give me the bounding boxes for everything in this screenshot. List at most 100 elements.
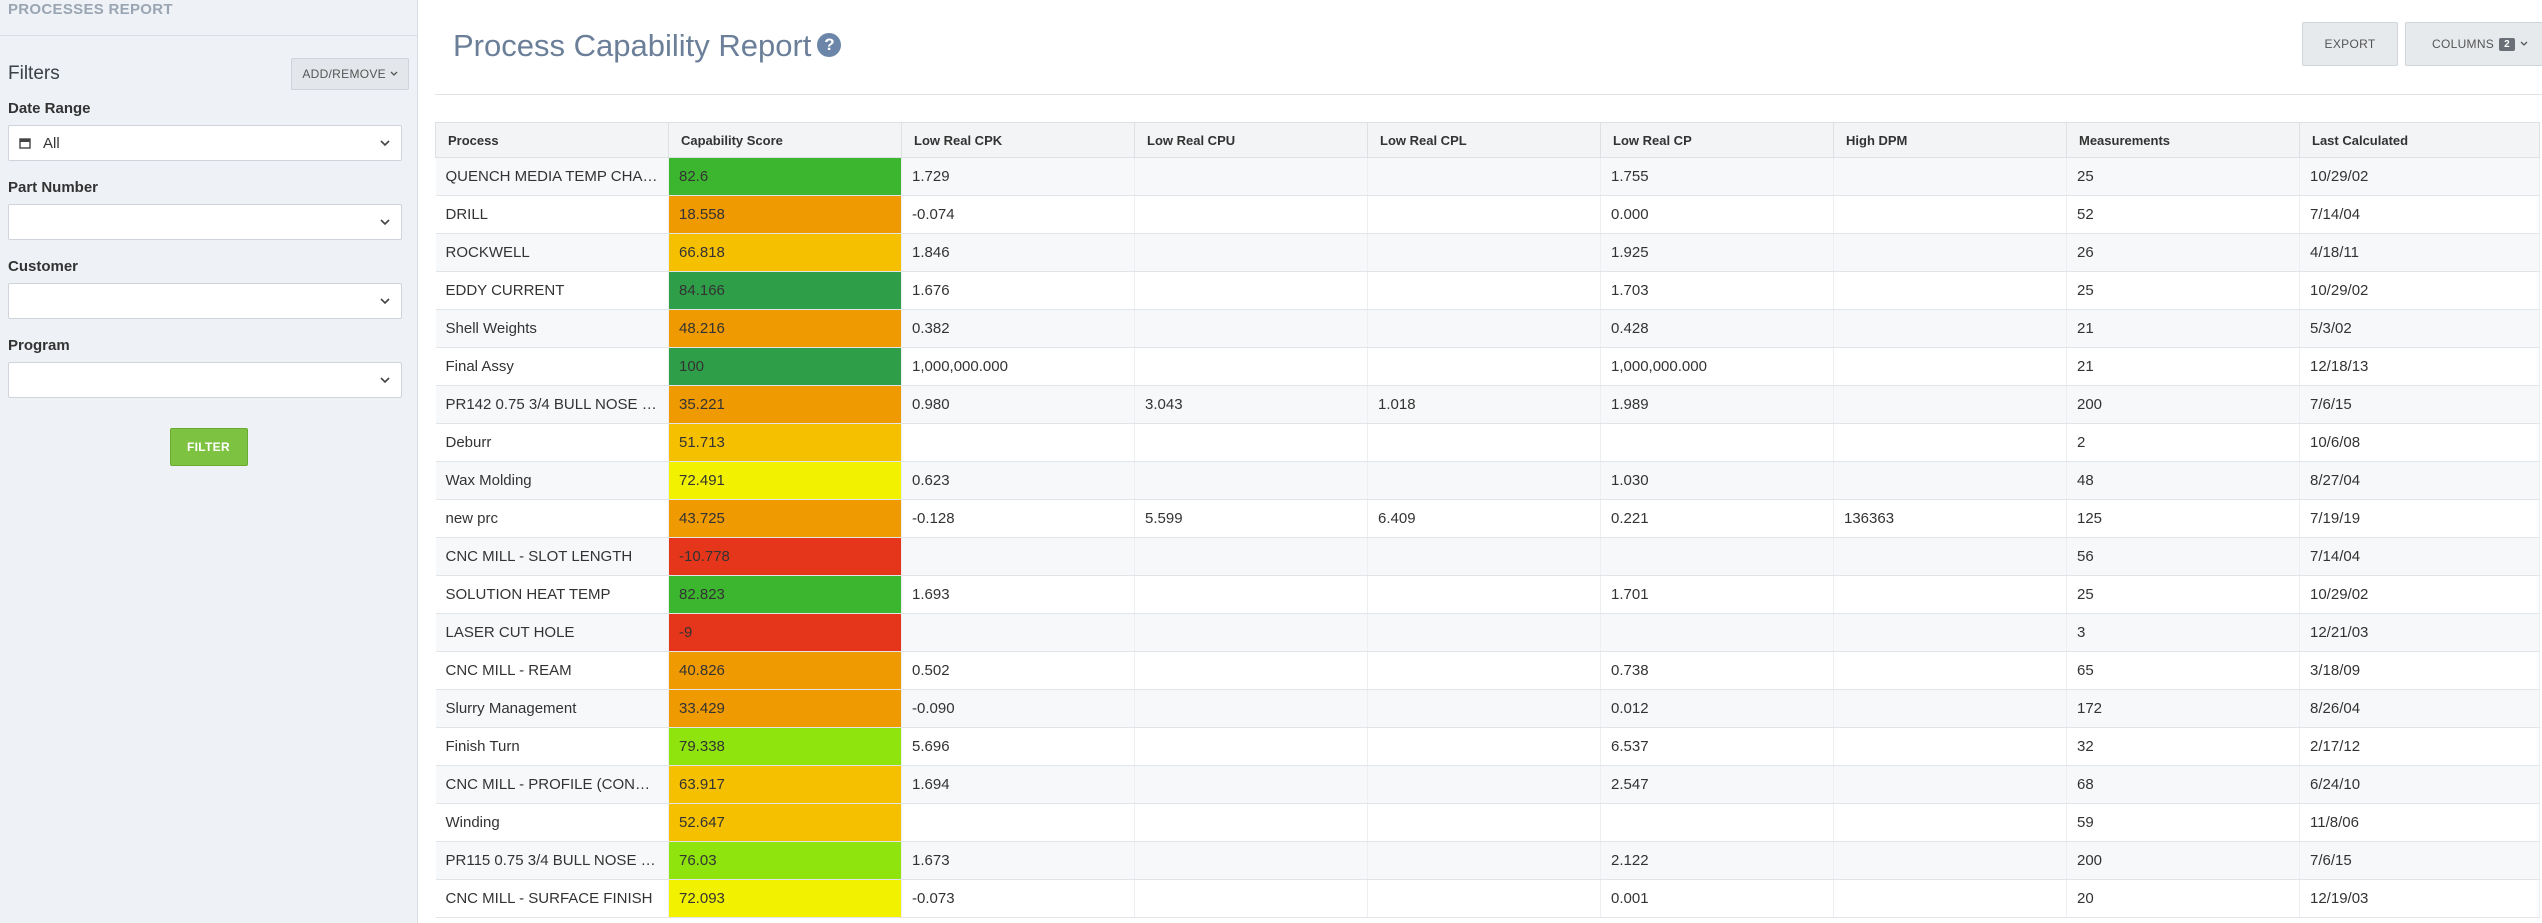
customer-select[interactable]	[8, 283, 402, 319]
process-cell: ROCKWELL	[435, 233, 669, 272]
low-real-cpk-cell: 1.694	[901, 765, 1135, 804]
low-real-cpl-cell	[1367, 651, 1601, 690]
capability-score-cell: 66.818	[668, 233, 902, 272]
program-select[interactable]	[8, 362, 402, 398]
table-row[interactable]: CNC MILL - SLOT LENGTH -10.778 56 7/14/04	[435, 537, 2540, 576]
last-calculated-cell: 7/6/15	[2299, 841, 2540, 880]
low-real-cpl-cell	[1367, 309, 1601, 348]
table-row[interactable]: CNC MILL - SURFACE FINISH 72.093 -0.073 0.0…	[435, 879, 2540, 918]
column-header-low-real-cpl[interactable]: Low Real CPL	[1367, 122, 1601, 158]
column-header-high-dpm[interactable]: High DPM	[1833, 122, 2067, 158]
low-real-cpl-cell	[1367, 689, 1601, 728]
measurements-cell: 56	[2066, 537, 2300, 576]
chevron-down-icon	[380, 298, 390, 305]
table-row[interactable]: QUENCH MEDIA TEMP CHANGE 82.6 1.729 1.755 25…	[435, 157, 2540, 196]
process-cell: CNC MILL - PROFILE (CONTOUR)	[435, 765, 669, 804]
capability-score-cell: 72.093	[668, 879, 902, 918]
low-real-cpl-cell	[1367, 803, 1601, 842]
low-real-cpl-cell: 6.409	[1367, 499, 1601, 538]
page-title: Process Capability Report?	[453, 28, 842, 64]
process-cell: CNC MILL - REAM	[435, 651, 669, 690]
capability-score-cell: -10.778	[668, 537, 902, 576]
column-header-last-calculated[interactable]: Last Calculated	[2299, 122, 2540, 158]
capability-score-cell: 76.03	[668, 841, 902, 880]
date-range-select[interactable]: All	[8, 125, 402, 161]
part-number-select[interactable]	[8, 204, 402, 240]
table-header-row: Process Capability Score Low Real CPK Lo…	[435, 122, 2540, 158]
table-row[interactable]: DRILL 18.558 -0.074 0.000 52 7/14/04	[435, 195, 2540, 234]
table-row[interactable]: Winding 52.647 59 11/8/06	[435, 803, 2540, 842]
low-real-cpu-cell	[1134, 271, 1368, 310]
table-row[interactable]: PR115 0.75 3/4 BULL NOSE EM 76.03 1.673 2.1…	[435, 841, 2540, 880]
capability-score-cell: 43.725	[668, 499, 902, 538]
table-row[interactable]: CNC MILL - REAM 40.826 0.502 0.738 65 3/18/09	[435, 651, 2540, 690]
table-row[interactable]: LASER CUT HOLE -9 3 12/21/03	[435, 613, 2540, 652]
sidebar-header: PROCESSES REPORT	[0, 0, 417, 36]
high-dpm-cell	[1833, 195, 2067, 234]
column-header-capability-score[interactable]: Capability Score	[668, 122, 902, 158]
low-real-cp-cell	[1600, 803, 1834, 842]
table-row[interactable]: Slurry Management 33.429 -0.090 0.012 172 8/2…	[435, 689, 2540, 728]
measurements-cell: 32	[2066, 727, 2300, 766]
low-real-cpl-cell	[1367, 575, 1601, 614]
column-header-low-real-cpk[interactable]: Low Real CPK	[901, 122, 1135, 158]
low-real-cpk-cell: 1.693	[901, 575, 1135, 614]
high-dpm-cell: 136363	[1833, 499, 2067, 538]
low-real-cpu-cell	[1134, 879, 1368, 918]
table-row[interactable]: new prc 43.725 -0.128 5.599 6.409 0.221 136363…	[435, 499, 2540, 538]
chevron-down-icon	[390, 71, 398, 76]
last-calculated-cell: 7/6/15	[2299, 385, 2540, 424]
add-remove-button[interactable]: ADD/REMOVE	[291, 58, 409, 90]
capability-score-cell: 82.6	[668, 157, 902, 196]
low-real-cp-cell: 6.537	[1600, 727, 1834, 766]
low-real-cp-cell: 2.547	[1600, 765, 1834, 804]
process-cell: new prc	[435, 499, 669, 538]
table-row[interactable]: EDDY CURRENT 84.166 1.676 1.703 25 10/29/02	[435, 271, 2540, 310]
low-real-cpl-cell	[1367, 765, 1601, 804]
last-calculated-cell: 7/19/19	[2299, 499, 2540, 538]
table-row[interactable]: SOLUTION HEAT TEMP 82.823 1.693 1.701 25 10/2…	[435, 575, 2540, 614]
low-real-cpk-cell: 5.696	[901, 727, 1135, 766]
low-real-cp-cell: 1.925	[1600, 233, 1834, 272]
low-real-cpl-cell	[1367, 727, 1601, 766]
low-real-cpu-cell: 5.599	[1134, 499, 1368, 538]
table-row[interactable]: Wax Molding 72.491 0.623 1.030 48 8/27/04	[435, 461, 2540, 500]
column-header-process[interactable]: Process	[435, 122, 669, 158]
date-range-value: All	[43, 134, 60, 152]
column-header-measurements[interactable]: Measurements	[2066, 122, 2300, 158]
last-calculated-cell: 2/17/12	[2299, 727, 2540, 766]
help-icon[interactable]: ?	[817, 32, 842, 57]
columns-button[interactable]: COLUMNS 2	[2405, 22, 2542, 66]
low-real-cpu-cell	[1134, 309, 1368, 348]
low-real-cpl-cell	[1367, 347, 1601, 386]
table-row[interactable]: Deburr 51.713 2 10/6/08	[435, 423, 2540, 462]
column-header-low-real-cp[interactable]: Low Real CP	[1600, 122, 1834, 158]
columns-label: COLUMNS	[2432, 37, 2495, 51]
low-real-cpu-cell	[1134, 689, 1368, 728]
low-real-cpk-cell	[901, 423, 1135, 462]
process-cell: Deburr	[435, 423, 669, 462]
table-row[interactable]: Finish Turn 79.338 5.696 6.537 32 2/17/12	[435, 727, 2540, 766]
high-dpm-cell	[1833, 765, 2067, 804]
capability-score-cell: 33.429	[668, 689, 902, 728]
export-button[interactable]: EXPORT	[2302, 22, 2398, 66]
low-real-cp-cell: 1.703	[1600, 271, 1834, 310]
page-title-text: Process Capability Report	[453, 28, 812, 63]
last-calculated-cell: 3/18/09	[2299, 651, 2540, 690]
last-calculated-cell: 12/21/03	[2299, 613, 2540, 652]
measurements-cell: 172	[2066, 689, 2300, 728]
low-real-cpk-cell: 0.502	[901, 651, 1135, 690]
table-row[interactable]: Final Assy 100 1,000,000.000 1,000,000.000 2…	[435, 347, 2540, 386]
high-dpm-cell	[1833, 347, 2067, 386]
low-real-cpu-cell	[1134, 537, 1368, 576]
table-row[interactable]: Shell Weights 48.216 0.382 0.428 21 5/3/02	[435, 309, 2540, 348]
high-dpm-cell	[1833, 727, 2067, 766]
low-real-cp-cell: 1,000,000.000	[1600, 347, 1834, 386]
table-row[interactable]: PR142 0.75 3/4 BULL NOSE EM 35.221 0.980 3.…	[435, 385, 2540, 424]
capability-score-cell: 51.713	[668, 423, 902, 462]
column-header-low-real-cpu[interactable]: Low Real CPU	[1134, 122, 1368, 158]
table-row[interactable]: ROCKWELL 66.818 1.846 1.925 26 4/18/11	[435, 233, 2540, 272]
filter-button[interactable]: FILTER	[169, 428, 248, 466]
capability-score-cell: 84.166	[668, 271, 902, 310]
table-row[interactable]: CNC MILL - PROFILE (CONTOUR) 63.917 1.694 2…	[435, 765, 2540, 804]
